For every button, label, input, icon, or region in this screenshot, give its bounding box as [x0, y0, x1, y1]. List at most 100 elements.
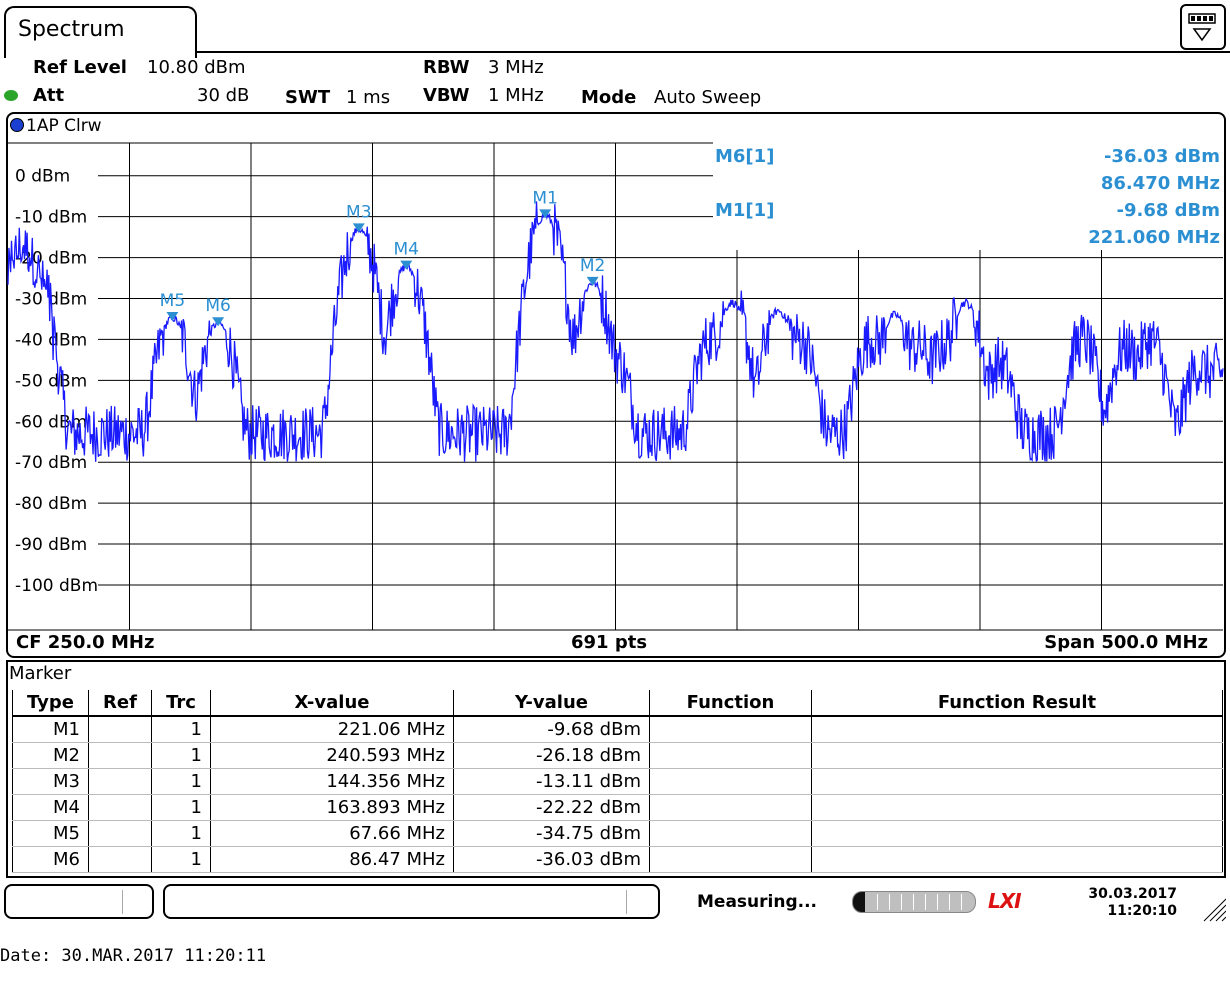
- y-tick-label: -60 dBm: [15, 412, 87, 432]
- marker-cell-ref: [88, 742, 152, 769]
- marker-cell-function: [649, 846, 812, 873]
- marker-cell-function: [649, 794, 812, 821]
- trace-label-text: 1AP Clrw: [26, 116, 102, 136]
- marker-cell-trc: 1: [151, 768, 211, 795]
- vbw-value[interactable]: 1 MHz: [488, 85, 544, 106]
- marker-label: M6: [205, 296, 230, 316]
- marker-label: M3: [346, 202, 371, 222]
- marker-triangle-icon: [212, 317, 225, 327]
- marker-cell-type: M3: [12, 768, 89, 795]
- swt-value[interactable]: 1 ms: [346, 87, 391, 108]
- marker-cell-trc: 1: [151, 794, 211, 821]
- marker-cell-y-value: -9.68 dBm: [453, 716, 650, 743]
- marker-cell-function-result: [811, 846, 1223, 873]
- marker-cell-trc: 1: [151, 716, 211, 743]
- marker-cell-type: M6: [12, 846, 89, 873]
- col-x-value[interactable]: X-value: [210, 690, 454, 717]
- marker-row[interactable]: M1 1 221.06 MHz -9.68 dBm: [12, 716, 1223, 743]
- trace-label[interactable]: 1AP Clrw: [10, 116, 102, 136]
- marker-label: M1: [532, 188, 557, 208]
- cf-label: CF 250.0 MHz: [16, 632, 155, 653]
- spectrum-plot[interactable]: 0 dBm-10 dBm-20 dBm-30 dBm-40 dBm-50 dBm…: [0, 0, 1230, 660]
- softkey-left[interactable]: [4, 884, 154, 919]
- marker-cell-type: M5: [12, 820, 89, 847]
- marker-triangle-icon: [166, 311, 179, 321]
- marker-cell-trc: 1: [151, 742, 211, 769]
- marker-triangle-icon: [539, 209, 552, 219]
- marker-table-title: Marker: [9, 663, 72, 684]
- ref-level-value[interactable]: 10.80 dBm: [147, 57, 246, 78]
- swt-label: SWT: [285, 87, 331, 108]
- col-function-result[interactable]: Function Result: [811, 690, 1223, 717]
- marker-row[interactable]: M6 1 86.47 MHz -36.03 dBm: [12, 846, 1223, 873]
- marker-cell-ref: [88, 768, 152, 795]
- col-ref[interactable]: Ref: [88, 690, 152, 717]
- marker-table: Type Ref Trc X-value Y-value Function Fu…: [12, 690, 1223, 873]
- resize-grip-icon[interactable]: [1200, 894, 1226, 922]
- y-tick-label: -100 dBm: [15, 576, 98, 596]
- marker-cell-function: [649, 716, 812, 743]
- marker-cell-x-value: 144.356 MHz: [210, 768, 454, 795]
- marker-cell-function-result: [811, 742, 1223, 769]
- marker-cell-function: [649, 742, 812, 769]
- marker-cell-y-value: -34.75 dBm: [453, 820, 650, 847]
- sweep-progress-fill: [853, 892, 866, 912]
- att-label: Att: [33, 85, 65, 106]
- readout-m1-name: M1[1]: [715, 200, 775, 221]
- marker-cell-function: [649, 768, 812, 795]
- rbw-value[interactable]: 3 MHz: [488, 57, 544, 78]
- pts-label: 691 pts: [571, 632, 648, 653]
- col-y-value[interactable]: Y-value: [453, 690, 650, 717]
- marker-table-header: Type Ref Trc X-value Y-value Function Fu…: [12, 690, 1223, 717]
- marker-cell-x-value: 221.06 MHz: [210, 716, 454, 743]
- marker-cell-ref: [88, 820, 152, 847]
- marker-cell-type: M2: [12, 742, 89, 769]
- lxi-logo-icon: LXI: [988, 889, 1022, 913]
- col-function[interactable]: Function: [649, 690, 812, 717]
- marker-row[interactable]: M5 1 67.66 MHz -34.75 dBm: [12, 820, 1223, 847]
- marker-cell-ref: [88, 716, 152, 743]
- sweep-progress-bar: [852, 891, 976, 913]
- marker-row[interactable]: M4 1 163.893 MHz -22.22 dBm: [12, 794, 1223, 821]
- readout-m1-level: -9.68 dBm: [1116, 200, 1220, 221]
- y-tick-label: -40 dBm: [15, 330, 87, 350]
- y-tick-label: -80 dBm: [15, 494, 87, 514]
- marker-label: M2: [580, 256, 605, 276]
- marker-row[interactable]: M2 1 240.593 MHz -26.18 dBm: [12, 742, 1223, 769]
- status-led-icon: [4, 90, 18, 101]
- mode-label: Mode: [581, 87, 637, 108]
- y-tick-label: -50 dBm: [15, 371, 87, 391]
- marker-triangle-icon: [352, 223, 365, 233]
- span-label: Span 500.0 MHz: [1044, 632, 1208, 653]
- marker-cell-ref: [88, 846, 152, 873]
- marker-cell-y-value: -26.18 dBm: [453, 742, 650, 769]
- marker-cell-type: M4: [12, 794, 89, 821]
- tab-title: Spectrum: [18, 17, 125, 42]
- marker-row[interactable]: M3 1 144.356 MHz -13.11 dBm: [12, 768, 1223, 795]
- marker-table-panel: [6, 660, 1226, 878]
- vbw-label: VBW: [423, 85, 470, 106]
- message-field[interactable]: [163, 884, 660, 919]
- readout-m6-freq: 86.470 MHz: [1100, 173, 1220, 194]
- marker-label: M5: [160, 291, 185, 311]
- marker-cell-x-value: 67.66 MHz: [210, 820, 454, 847]
- menu-button[interactable]: [1180, 4, 1226, 50]
- marker-cell-type: M1: [12, 716, 89, 743]
- readout-m6-level: -36.03 dBm: [1103, 146, 1220, 167]
- y-tick-label: -90 dBm: [15, 535, 87, 555]
- marker-cell-x-value: 163.893 MHz: [210, 794, 454, 821]
- att-value[interactable]: 30 dB: [197, 85, 250, 106]
- tab-spectrum[interactable]: Spectrum: [4, 6, 197, 58]
- marker-cell-function-result: [811, 794, 1223, 821]
- tab-baseline: [196, 51, 1230, 53]
- y-tick-label: -10 dBm: [15, 208, 87, 228]
- readout-m6-name: M6[1]: [715, 146, 775, 167]
- footer-date-line: Date: 30.MAR.2017 11:20:11: [0, 946, 267, 966]
- col-trc[interactable]: Trc: [151, 690, 211, 717]
- col-type[interactable]: Type: [12, 690, 89, 717]
- menu-icon: [1188, 13, 1216, 42]
- mode-value[interactable]: Auto Sweep: [654, 87, 762, 108]
- measuring-status: Measuring...: [697, 892, 817, 912]
- y-tick-label: -70 dBm: [15, 453, 87, 473]
- marker-cell-function-result: [811, 820, 1223, 847]
